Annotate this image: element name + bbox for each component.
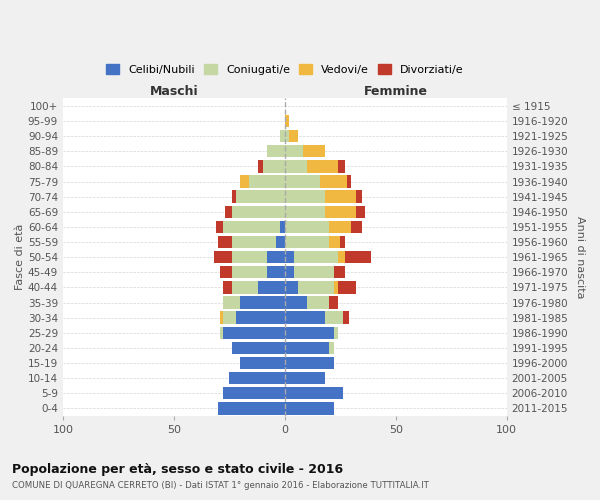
Bar <box>285 190 325 203</box>
Bar <box>285 312 325 324</box>
Bar <box>223 281 232 293</box>
Bar <box>325 312 343 324</box>
Bar <box>298 281 334 293</box>
Bar <box>285 145 302 158</box>
Bar <box>334 326 338 339</box>
Bar <box>329 220 352 233</box>
Bar <box>338 251 345 264</box>
Bar <box>218 402 285 414</box>
Bar <box>225 206 232 218</box>
Bar <box>241 176 249 188</box>
Bar <box>334 266 345 278</box>
Bar <box>356 206 365 218</box>
Bar <box>325 190 356 203</box>
Bar <box>289 130 298 142</box>
Bar <box>232 251 267 264</box>
Bar <box>285 236 329 248</box>
Bar <box>232 190 236 203</box>
Y-axis label: Anni di nascita: Anni di nascita <box>575 216 585 298</box>
Bar <box>236 190 285 203</box>
Bar <box>285 387 343 400</box>
Bar <box>320 176 347 188</box>
Bar <box>345 251 371 264</box>
Bar <box>285 206 325 218</box>
Bar <box>347 176 352 188</box>
Bar <box>356 190 362 203</box>
Bar <box>236 312 285 324</box>
Text: Femmine: Femmine <box>364 86 428 98</box>
Bar <box>249 176 285 188</box>
Bar <box>218 236 232 248</box>
Bar <box>334 281 338 293</box>
Bar <box>232 266 267 278</box>
Bar <box>285 176 320 188</box>
Bar <box>280 130 285 142</box>
Bar <box>229 372 285 384</box>
Bar <box>285 251 293 264</box>
Bar <box>340 236 345 248</box>
Bar <box>285 115 289 127</box>
Bar <box>263 160 285 172</box>
Bar <box>285 326 334 339</box>
Bar <box>285 402 334 414</box>
Bar <box>220 326 223 339</box>
Bar <box>325 206 356 218</box>
Bar <box>267 145 285 158</box>
Y-axis label: Fasce di età: Fasce di età <box>15 224 25 290</box>
Text: Maschi: Maschi <box>149 86 198 98</box>
Bar <box>223 312 236 324</box>
Bar <box>285 130 289 142</box>
Bar <box>258 160 263 172</box>
Bar <box>307 296 329 308</box>
Bar <box>307 160 338 172</box>
Bar <box>232 342 285 354</box>
Bar <box>293 266 334 278</box>
Bar <box>241 357 285 369</box>
Bar <box>285 296 307 308</box>
Bar <box>223 326 285 339</box>
Bar <box>232 281 258 293</box>
Bar <box>223 296 241 308</box>
Bar <box>267 251 285 264</box>
Bar <box>223 220 280 233</box>
Bar <box>258 281 285 293</box>
Bar <box>241 296 285 308</box>
Bar <box>343 312 349 324</box>
Bar <box>285 266 293 278</box>
Bar <box>293 251 338 264</box>
Bar <box>220 312 223 324</box>
Legend: Celibi/Nubili, Coniugati/e, Vedovi/e, Divorziati/e: Celibi/Nubili, Coniugati/e, Vedovi/e, Di… <box>101 60 468 79</box>
Bar <box>267 266 285 278</box>
Bar <box>216 220 223 233</box>
Text: COMUNE DI QUAREGNA CERRETO (BI) - Dati ISTAT 1° gennaio 2016 - Elaborazione TUTT: COMUNE DI QUAREGNA CERRETO (BI) - Dati I… <box>12 481 429 490</box>
Bar <box>338 160 345 172</box>
Bar <box>276 236 285 248</box>
Bar <box>285 281 298 293</box>
Bar <box>352 220 362 233</box>
Bar <box>329 296 338 308</box>
Bar <box>214 251 232 264</box>
Bar <box>285 220 329 233</box>
Bar <box>329 236 340 248</box>
Bar <box>302 145 325 158</box>
Bar <box>285 372 325 384</box>
Bar <box>232 236 276 248</box>
Bar <box>232 206 285 218</box>
Bar <box>220 266 232 278</box>
Bar <box>285 342 329 354</box>
Bar <box>338 281 356 293</box>
Bar <box>280 220 285 233</box>
Bar <box>223 387 285 400</box>
Bar <box>329 342 334 354</box>
Bar <box>285 357 334 369</box>
Text: Popolazione per età, sesso e stato civile - 2016: Popolazione per età, sesso e stato civil… <box>12 462 343 475</box>
Bar <box>285 160 307 172</box>
